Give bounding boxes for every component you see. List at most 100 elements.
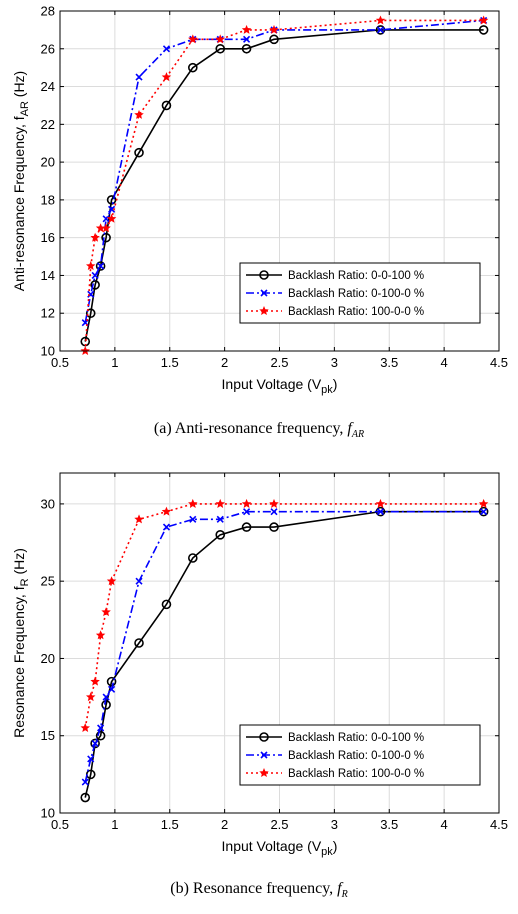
x-tick-label: 1 <box>111 817 118 832</box>
legend-label-2: Backlash Ratio: 100-0-0 % <box>288 306 424 318</box>
caption-a-subscript: AR <box>351 429 365 441</box>
data-point-star <box>134 514 144 524</box>
legend-label-1: Backlash Ratio: 0-100-0 % <box>288 750 424 762</box>
data-point-x <box>87 755 95 763</box>
legend-label-2: Backlash Ratio: 100-0-0 % <box>288 768 424 780</box>
data-point-x <box>243 35 251 43</box>
data-point-star <box>215 34 225 44</box>
x-tick-label: 2.5 <box>270 817 288 832</box>
x-tick-label: 1 <box>111 355 118 370</box>
legend-label-0: Backlash Ratio: 0-0-100 % <box>288 270 424 282</box>
data-point-circle <box>161 100 172 111</box>
x-axis-label-sub: pk <box>321 846 333 858</box>
data-point-circle <box>80 792 91 803</box>
x-tick-label: 2 <box>221 355 228 370</box>
data-point-x <box>81 778 89 786</box>
legend-marker-x <box>260 289 268 297</box>
data-point-x <box>102 215 110 223</box>
data-point-circle <box>161 599 172 610</box>
series-line-2 <box>84 503 484 729</box>
data-point-circle <box>106 195 117 205</box>
x-axis-label-sub: pk <box>321 384 333 396</box>
x-tick-label: 2.5 <box>270 355 288 370</box>
data-point-star <box>85 261 96 271</box>
x-tick-label: 1.5 <box>161 355 179 370</box>
x-axis-label-end: ) <box>333 376 338 392</box>
legend-marker-x <box>260 751 268 759</box>
y-tick-label: 12 <box>41 306 55 321</box>
data-point-star <box>106 576 117 586</box>
caption-a: (a) Anti-resonance frequency, fAR <box>0 420 518 440</box>
data-point-circle <box>90 738 100 749</box>
y-axis-label-sub: AR <box>19 101 31 116</box>
data-point-x <box>97 262 105 270</box>
y-axis-label: Anti-resonance Frequency, fAR (Hz) <box>11 71 31 291</box>
data-point-star <box>80 723 90 733</box>
x-tick-label: 3.5 <box>380 817 398 832</box>
y-axis-label-main: Anti-resonance Frequency, f <box>11 116 27 291</box>
data-point-x <box>87 290 95 298</box>
y-axis-label-end: (Hz) <box>11 71 27 101</box>
x-axis-label-main: Input Voltage (V <box>222 838 322 854</box>
x-tick-label: 4 <box>441 355 448 370</box>
data-point-circle <box>187 553 198 563</box>
data-point-star <box>188 34 198 44</box>
data-point-x <box>480 508 488 516</box>
y-tick-label: 15 <box>41 728 55 743</box>
data-point-x <box>135 577 143 585</box>
data-point-x <box>162 45 171 53</box>
data-point-star <box>101 607 111 617</box>
y-tick-label: 26 <box>41 41 55 56</box>
x-tick-label: 0.5 <box>51 355 69 370</box>
data-point-star <box>478 15 489 25</box>
data-point-x <box>216 515 224 523</box>
y-axis-label-end: (Hz) <box>11 548 27 578</box>
caption-b-symbol: f <box>337 880 342 897</box>
y-tick-label: 10 <box>41 806 55 821</box>
y-tick-label: 14 <box>41 268 55 283</box>
data-point-x <box>108 685 116 693</box>
data-point-star <box>106 213 117 223</box>
y-tick-label: 10 <box>41 344 55 359</box>
legend-marker-star <box>259 768 269 778</box>
y-tick-label: 30 <box>41 496 55 511</box>
data-point-circle <box>134 638 144 648</box>
data-point-circle <box>241 522 252 532</box>
data-point-circle <box>478 25 489 35</box>
data-point-circle <box>134 147 144 158</box>
data-point-star <box>269 498 279 508</box>
data-point-star <box>90 232 100 242</box>
legend-label-0: Backlash Ratio: 0-0-100 % <box>288 732 424 744</box>
data-point-circle <box>215 530 226 540</box>
data-point-x <box>91 739 99 748</box>
data-point-x <box>243 508 251 516</box>
data-point-circle <box>187 62 198 73</box>
data-point-star <box>375 15 386 25</box>
data-point-star <box>134 109 144 119</box>
data-point-star <box>101 223 111 233</box>
x-axis-label: Input Voltage (Vpk) <box>222 376 338 396</box>
data-point-star <box>269 24 279 34</box>
data-point-star <box>161 506 172 516</box>
x-tick-label: 3 <box>331 355 338 370</box>
series-line-1 <box>84 510 484 783</box>
legend-label-1: Backlash Ratio: 0-100-0 % <box>288 288 424 300</box>
data-point-circle <box>269 522 279 532</box>
data-point-x <box>270 508 278 516</box>
y-tick-label: 16 <box>41 230 55 245</box>
y-axis-label-sub: R <box>19 578 31 586</box>
legend-marker-circle <box>259 732 269 742</box>
caption-b-subscript: R <box>341 889 348 901</box>
data-point-circle <box>215 43 226 54</box>
y-tick-label: 18 <box>41 192 55 207</box>
caption-b-text: (b) Resonance frequency, <box>170 880 334 897</box>
data-point-x <box>102 693 110 701</box>
data-point-star <box>241 24 252 34</box>
data-point-star <box>215 498 225 508</box>
data-point-star <box>161 72 172 82</box>
x-tick-label: 4.5 <box>490 355 508 370</box>
data-point-circle <box>269 34 279 45</box>
legend-marker-star <box>259 306 269 316</box>
caption-b: (b) Resonance frequency, fR <box>0 880 518 900</box>
data-point-circle <box>90 280 100 290</box>
